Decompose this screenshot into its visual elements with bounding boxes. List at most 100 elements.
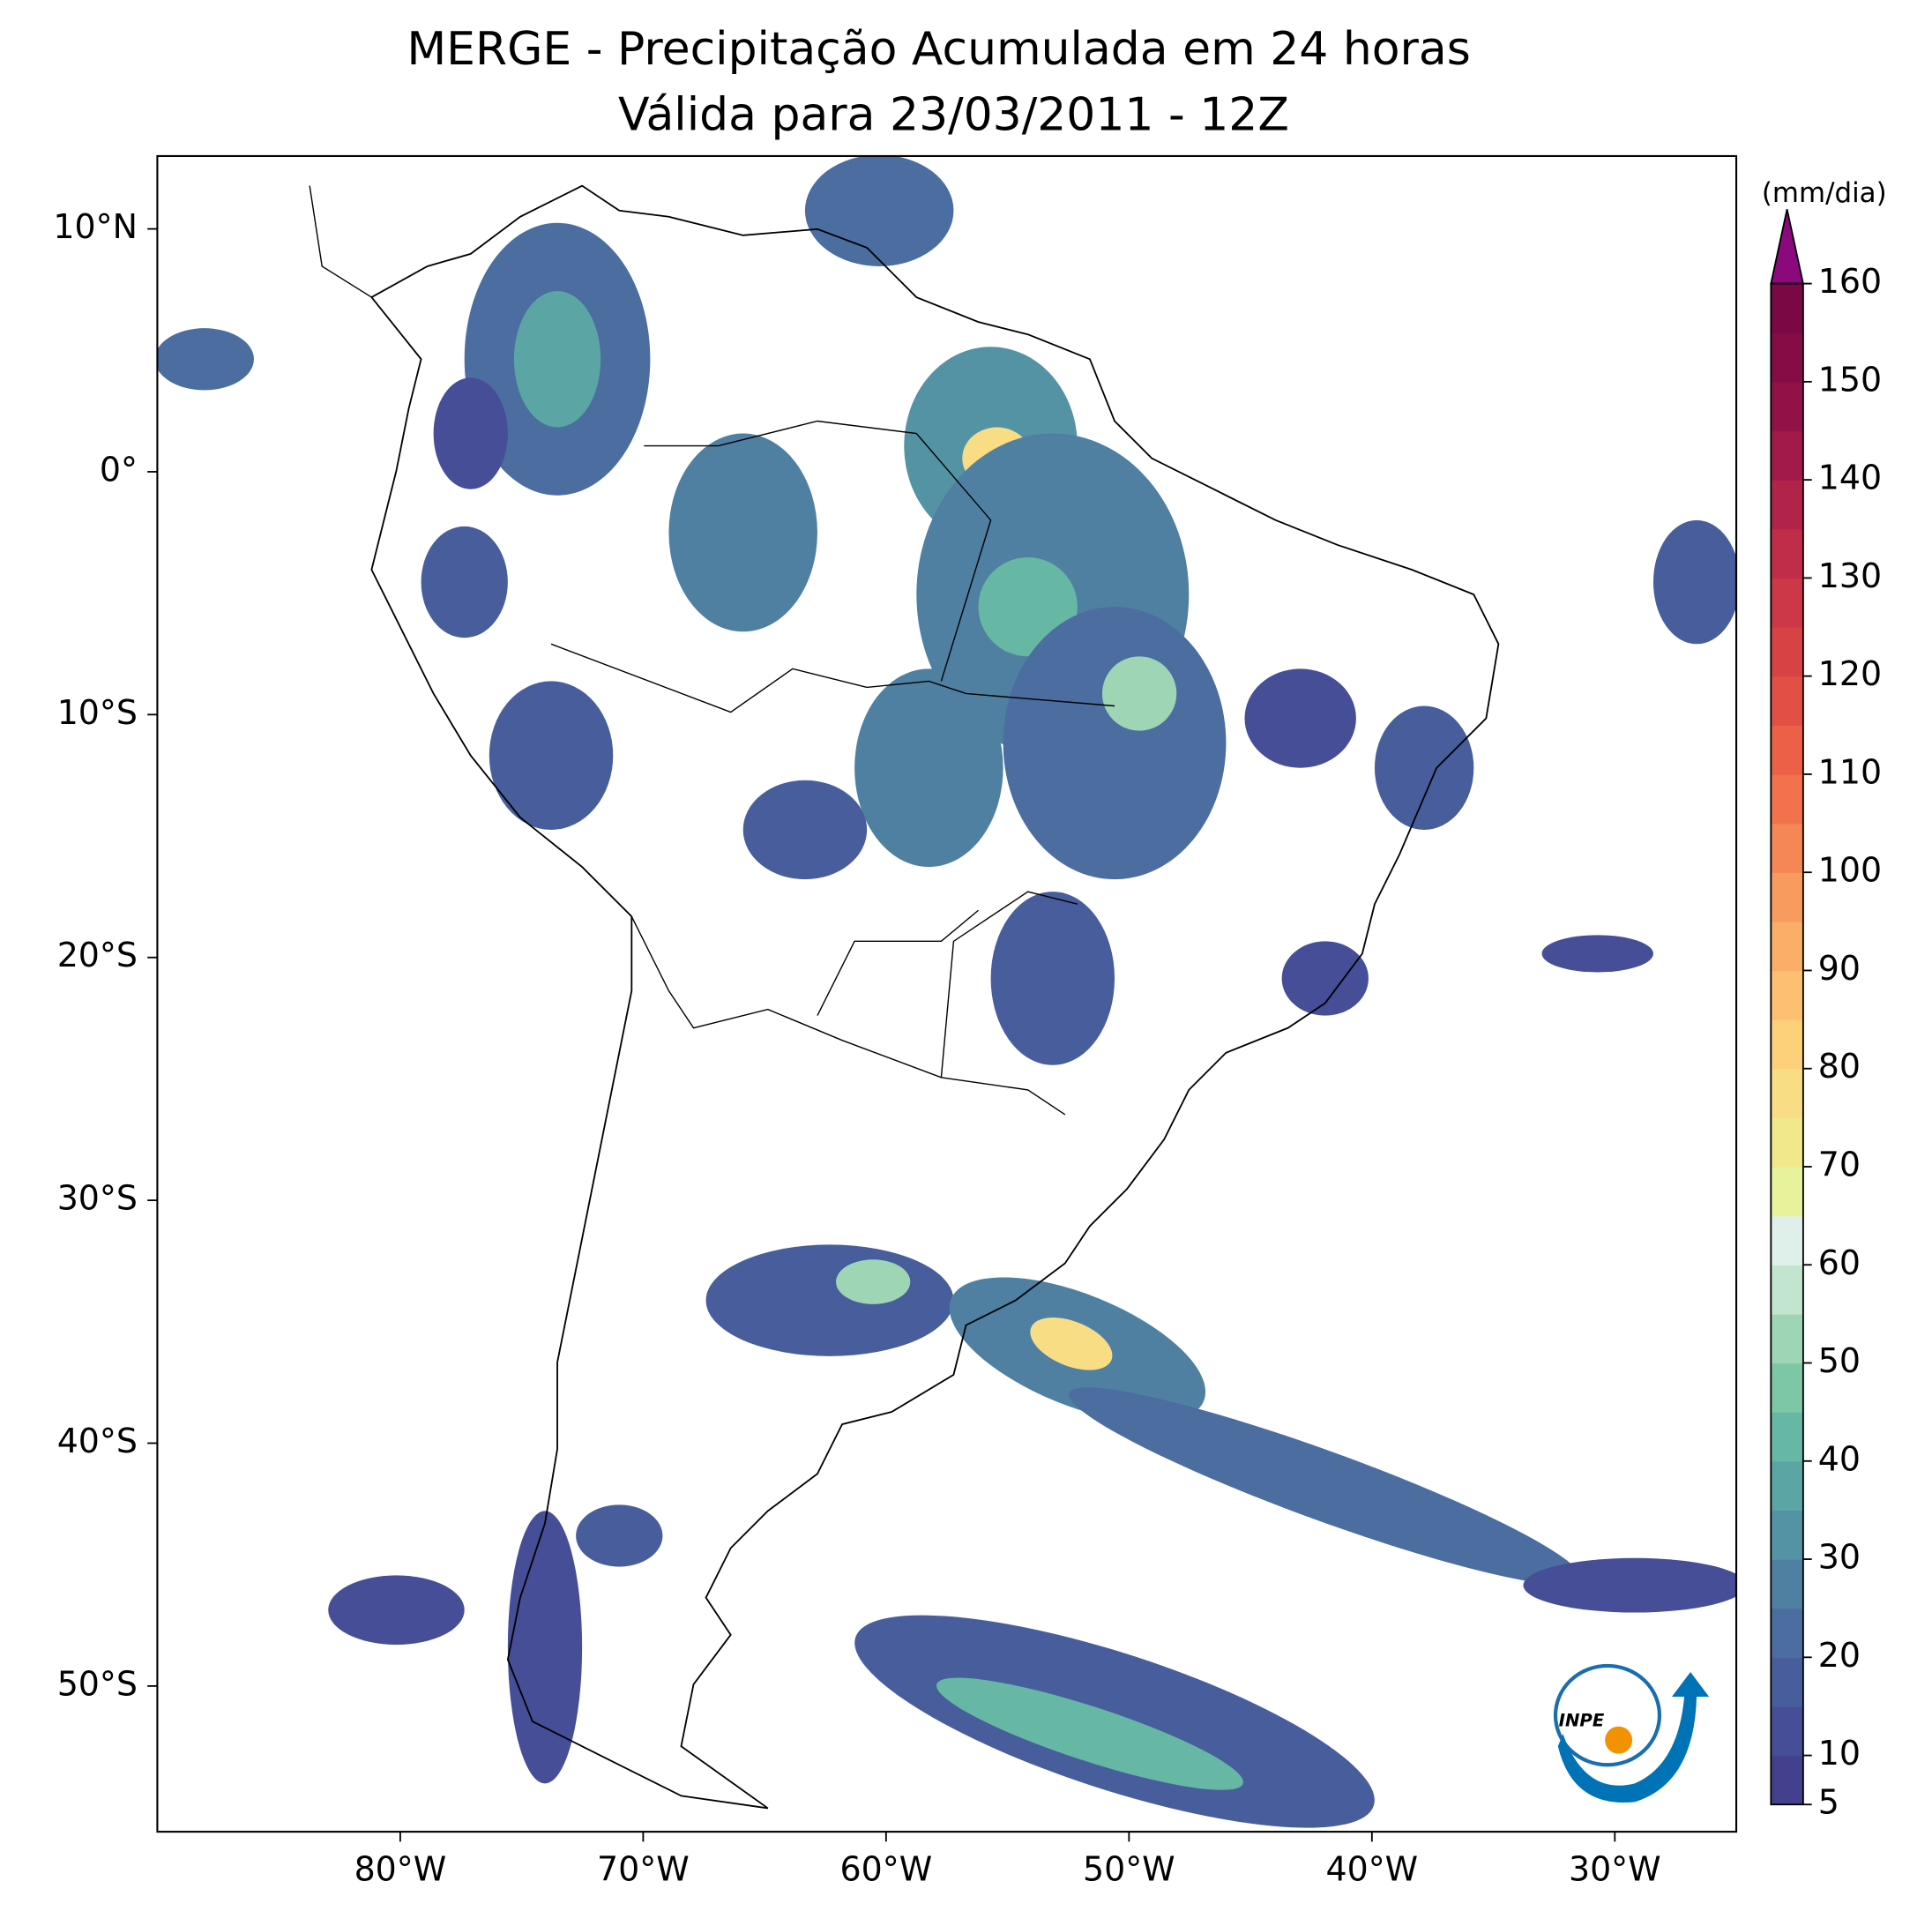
colorbar-tick-label: 80 [1818,1047,1861,1086]
rain-area [836,1259,911,1304]
logo-text: INPE [1559,1711,1605,1731]
colorbar: 5 10 20 30 40 50 60 70 80 90 100 110 120 130 140 150 160 [1770,209,1882,1822]
colorbar-segment [1771,1657,1803,1707]
title: MERGE - Precipitação Acumulada em 24 hor… [407,23,1470,76]
rain-area [421,526,508,638]
colorbar-tick-label: 10 [1818,1734,1861,1773]
logo: INPE [1532,1628,1718,1815]
x-tick-label: 30°W [1569,1850,1661,1889]
y-tick-label: 10°S [57,693,138,732]
colorbar-tick-label: 30 [1818,1538,1861,1577]
colorbar-segment [1771,1265,1803,1315]
colorbar-segment [1771,970,1803,1020]
colorbar-segment [1771,1068,1803,1119]
colorbar-tick-label: 110 [1818,752,1882,791]
rain-area [705,1244,954,1356]
colorbar-tick-label: 120 [1818,654,1882,693]
rain-area [1281,941,1369,1016]
colorbar-tick-label: 160 [1818,262,1882,301]
rain-area [1069,1387,1582,1586]
rain-area [990,892,1115,1065]
colorbar-segment [1771,921,1803,972]
rain-area [1003,607,1227,880]
colorbar-tick-label: 70 [1818,1145,1861,1183]
colorbar-segment [1771,773,1803,825]
rain-area [1652,519,1737,645]
logo-orbit [1553,1663,1662,1767]
borders [309,185,1115,1116]
colorbar-label: (mm/dia) [1762,177,1887,209]
colorbar-segment [1771,528,1803,579]
colorbar-segment [1771,381,1803,432]
x-tick-label: 60°W [840,1850,933,1889]
colorbar-segment [1771,283,1803,333]
colorbar-segment [1771,1166,1803,1217]
colorbar-tick-label: 140 [1818,459,1882,497]
colorbar-segment [1771,1755,1803,1805]
logo-arrow [1557,1671,1710,1803]
rain-area [1244,668,1356,768]
rain-area [507,1511,583,1784]
precipitation-field [157,155,1737,1828]
colorbar-tick-label: 100 [1818,851,1882,890]
colorbar-extension [1770,209,1805,285]
colorbar-segment [1771,430,1803,481]
rain-area [489,681,614,830]
subtitle: Válida para 23/03/2011 - 12Z [618,88,1289,141]
colorbar-segment [1771,872,1803,922]
colorbar-segment [1771,1215,1803,1265]
colorbar-segment [1771,1412,1803,1462]
logo-dot [1605,1726,1633,1754]
colorbar-segment [1771,332,1803,383]
colorbar-tick-label: 60 [1818,1243,1861,1282]
rain-area [854,668,1003,868]
plot-frame [156,154,1738,1833]
colorbar-segment [1771,578,1803,628]
rain-area [742,780,868,880]
colorbar-segment [1771,1510,1803,1560]
colorbar-segment [1771,1019,1803,1070]
rain-area [157,328,254,391]
colorbar-tick-label: 90 [1818,949,1861,988]
rain-area [328,1575,465,1646]
axes: 80°W 70°W 60°W 50°W 40°W 30°W 10°N 0° 10°S 20°S 30… [53,207,1660,1888]
x-tick-label: 50°W [1083,1850,1175,1889]
colorbar-segment [1771,1362,1803,1413]
colorbar-segment [1771,725,1803,775]
rain-area [1101,656,1177,731]
colorbar-segment [1771,627,1803,677]
colorbar-segment [1771,1313,1803,1364]
x-tick-label: 70°W [597,1850,690,1889]
rain-area [1030,1317,1113,1370]
colorbar-tick-label: 5 [1818,1783,1839,1822]
colorbar-tick-label: 150 [1818,360,1882,399]
y-tick-label: 30°S [57,1179,138,1218]
rain-area [1374,705,1474,830]
colorbar-tick-label: 40 [1818,1439,1861,1478]
rain-area [576,1504,663,1567]
y-tick-label: 50°S [57,1664,138,1703]
colorbar-segment [1771,1460,1803,1512]
y-tick-label: 0° [100,450,138,489]
colorbar-segment [1771,480,1803,530]
colorbar-segment [1771,1559,1803,1609]
rain-area [513,291,601,428]
colorbar-segment [1771,676,1803,727]
x-tick-label: 80°W [354,1850,447,1889]
colorbar-tick-label: 50 [1818,1341,1861,1380]
colorbar-segment [1771,1608,1803,1659]
colorbar-segment [1771,1117,1803,1168]
coastline [369,184,1500,1810]
colorbar-frame [1770,282,1804,1806]
y-tick-label: 20°S [57,936,138,974]
rain-area [668,433,817,632]
rain-area [936,1677,1243,1790]
x-tick-label: 40°W [1325,1850,1418,1889]
rain-area [804,155,954,266]
y-tick-label: 40°S [57,1422,138,1460]
rain-area [433,377,508,489]
y-tick-label: 10°N [53,207,138,246]
colorbar-segment [1771,823,1803,873]
